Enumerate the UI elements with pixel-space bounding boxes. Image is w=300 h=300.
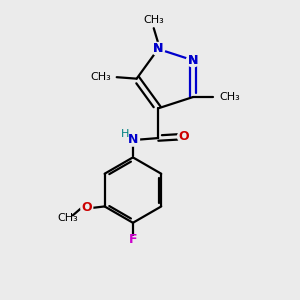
Text: CH₃: CH₃: [90, 72, 111, 82]
Circle shape: [152, 42, 165, 56]
Text: N: N: [153, 43, 164, 56]
Text: N: N: [188, 54, 198, 67]
Circle shape: [126, 133, 140, 146]
Text: O: O: [82, 201, 92, 214]
Text: N: N: [153, 43, 164, 56]
Text: CH₃: CH₃: [57, 213, 78, 223]
Circle shape: [81, 202, 93, 214]
Circle shape: [178, 130, 189, 142]
Text: CH₃: CH₃: [219, 92, 240, 102]
Text: N: N: [128, 133, 138, 146]
Text: F: F: [129, 232, 137, 246]
Text: O: O: [178, 130, 189, 143]
Text: H: H: [120, 129, 129, 139]
Text: N: N: [188, 54, 198, 67]
Text: CH₃: CH₃: [143, 15, 164, 25]
Circle shape: [187, 54, 200, 67]
